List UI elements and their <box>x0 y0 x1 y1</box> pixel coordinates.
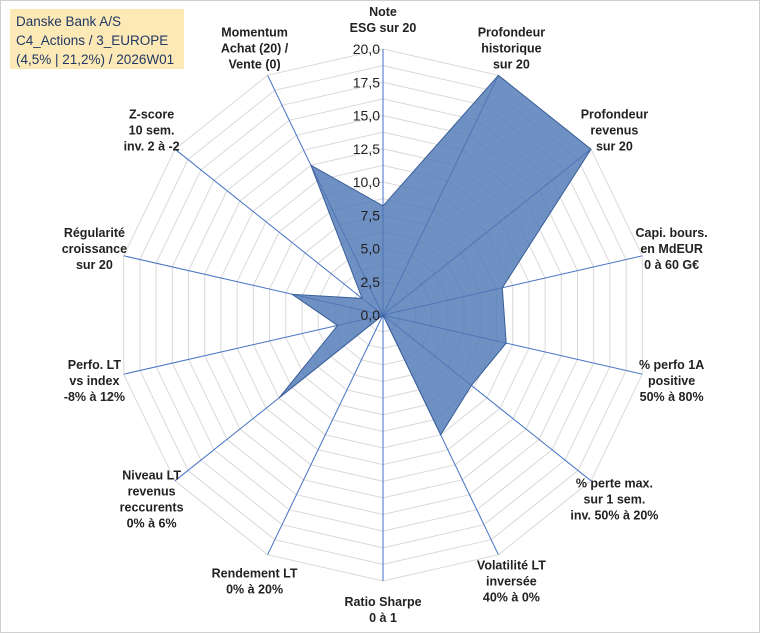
info-stats: (4,5% | 21,2%) / 2026W01 <box>16 52 175 67</box>
axis-label: Ratio Sharpe 0 à 1 <box>344 595 421 625</box>
info-category: C4_Actions / 3_EUROPE <box>16 33 169 48</box>
axis-label: Capi. bours. en MdEUR 0 à 60 G€ <box>635 226 707 272</box>
info-box: Danske Bank A/S C4_Actions / 3_EUROPE (4… <box>10 9 184 69</box>
tick-layer: 0,0 2,5 5,0 7,5 10,0 12,5 15,0 17,5 20,0 <box>353 41 380 323</box>
axis-label: Régularité croissance sur 20 <box>62 226 127 272</box>
axis-label: Perfo. LT vs index -8% à 12% <box>64 358 125 404</box>
axis-label-layer: Note ESG sur 20 Profondeur historique sur 20… <box>62 5 708 625</box>
axis-label: Niveau LT revenus reccurents 0% à 6% <box>120 469 184 531</box>
axis-label: Rendement LT 0% à 20% <box>212 567 298 597</box>
axis-label: % perfo 1A positive 50% à 80% <box>639 358 704 404</box>
axis-label: % perte max. sur 1 sem. inv. 50% à 20% <box>570 477 658 523</box>
tick-label: 20,0 <box>353 41 380 57</box>
axis-spoke <box>267 314 384 555</box>
tick-label: 0,0 <box>361 307 381 323</box>
axis-label: Profondeur historique sur 20 <box>478 25 545 71</box>
tick-label: 12,5 <box>353 141 380 157</box>
tick-label: 5,0 <box>361 241 381 257</box>
tick-label: 2,5 <box>361 274 381 290</box>
axis-label: Note ESG sur 20 <box>350 5 417 35</box>
info-company: Danske Bank A/S <box>16 14 122 29</box>
axis-label: Volatilité LT inversée 40% à 0% <box>477 559 546 605</box>
series-layer <box>278 74 592 436</box>
tick-label: 15,0 <box>353 108 380 124</box>
axis-label: Profondeur revenus sur 20 <box>581 107 648 153</box>
axis-label: Momentum Achat (20) / Vente (0) <box>221 25 289 71</box>
series-area <box>278 74 592 436</box>
tick-label: 10,0 <box>353 174 380 190</box>
tick-label: 17,5 <box>353 74 380 90</box>
axis-label: Z-score 10 sem. inv. 2 à -2 <box>124 107 180 153</box>
axis-spoke <box>174 148 384 316</box>
tick-label: 7,5 <box>361 207 381 223</box>
